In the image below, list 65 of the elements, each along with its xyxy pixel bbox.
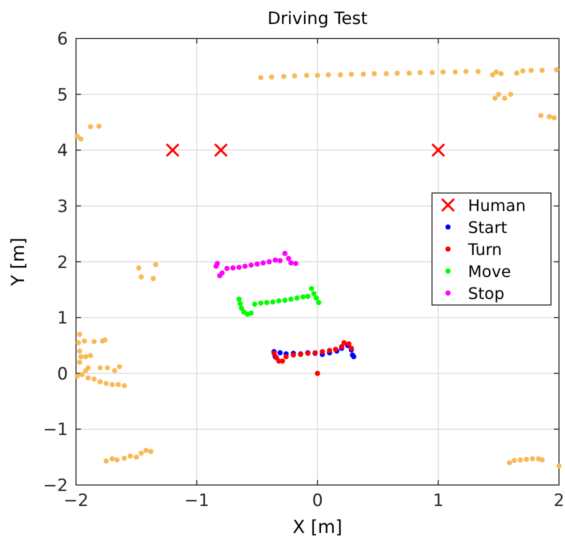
point bbox=[264, 300, 270, 306]
point bbox=[286, 256, 292, 261]
point bbox=[288, 260, 294, 266]
point bbox=[277, 350, 283, 356]
y-tick-label: 3 bbox=[57, 196, 68, 217]
chart-title: Driving Test bbox=[267, 9, 368, 29]
y-tick-label: −1 bbox=[42, 420, 68, 440]
point bbox=[260, 260, 266, 266]
point bbox=[288, 296, 294, 302]
point bbox=[294, 295, 300, 301]
point bbox=[214, 260, 220, 266]
point bbox=[276, 298, 282, 304]
point bbox=[314, 295, 319, 301]
point bbox=[316, 300, 322, 306]
point bbox=[300, 294, 306, 300]
point bbox=[270, 299, 276, 305]
point bbox=[238, 305, 244, 311]
y-tick-label: 1 bbox=[57, 308, 68, 329]
point bbox=[277, 258, 283, 264]
point bbox=[166, 143, 180, 158]
point bbox=[248, 262, 254, 268]
legend-label: Turn bbox=[467, 240, 502, 259]
point bbox=[254, 261, 260, 267]
point bbox=[308, 286, 314, 292]
legend-label: Start bbox=[468, 218, 508, 237]
point bbox=[238, 301, 243, 306]
point bbox=[230, 265, 236, 270]
point bbox=[242, 264, 248, 269]
point bbox=[431, 143, 446, 158]
point bbox=[282, 250, 288, 256]
point bbox=[326, 348, 332, 354]
point bbox=[214, 143, 228, 158]
point bbox=[236, 264, 242, 270]
x-tick-label: −1 bbox=[184, 491, 210, 511]
point bbox=[311, 290, 316, 296]
point bbox=[320, 349, 325, 354]
y-axis-title: Y [m] bbox=[8, 238, 29, 287]
point bbox=[220, 270, 225, 276]
point bbox=[224, 266, 230, 272]
point bbox=[236, 296, 242, 302]
point bbox=[305, 294, 310, 299]
y-tick-label: 2 bbox=[57, 252, 68, 273]
y-tick-label: 0 bbox=[57, 364, 68, 384]
point bbox=[248, 310, 254, 316]
x-tick-label: 0 bbox=[312, 491, 323, 511]
point bbox=[314, 370, 320, 376]
legend-label: Stop bbox=[468, 284, 504, 303]
y-tick-label: −2 bbox=[42, 476, 68, 496]
point bbox=[252, 302, 258, 307]
x-tick-label: 2 bbox=[554, 491, 564, 511]
x-axis-title: X [m] bbox=[292, 517, 342, 538]
point bbox=[282, 298, 288, 303]
point bbox=[284, 354, 289, 360]
point bbox=[266, 259, 272, 264]
point bbox=[272, 257, 278, 263]
point bbox=[341, 340, 347, 346]
y-tick-label: 5 bbox=[57, 85, 68, 106]
point bbox=[293, 260, 298, 266]
y-tick-label: 6 bbox=[57, 30, 68, 50]
x-tick-label: 1 bbox=[432, 491, 444, 511]
legend-label: Move bbox=[468, 262, 511, 281]
legend-label: Human bbox=[468, 196, 526, 215]
point bbox=[258, 300, 264, 306]
y-tick-label: 4 bbox=[57, 141, 68, 162]
point bbox=[241, 309, 246, 315]
